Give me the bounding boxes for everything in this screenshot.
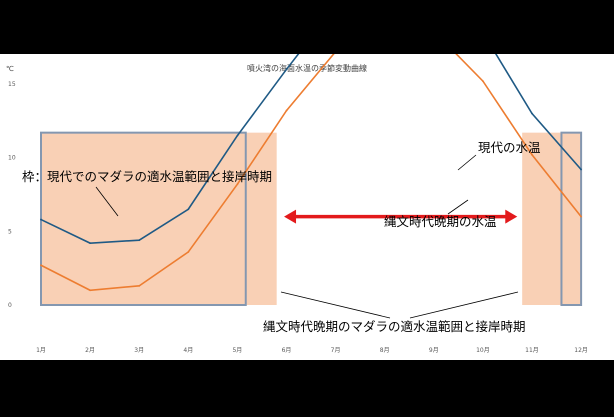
leader-modern-range: [95, 186, 119, 217]
double-arrow-right-head: [505, 209, 518, 224]
annotation-jomon-range: 縄文時代晩期のマダラの適水温範囲と接岸時期: [263, 319, 526, 334]
jomon-point: [40, 264, 42, 267]
jomon-point: [482, 80, 484, 83]
leader-jomon-range-right: [409, 291, 519, 319]
jomon-point: [138, 284, 141, 287]
x-tick-label: 8月: [380, 347, 390, 354]
y-tick-label: 10: [8, 155, 16, 162]
leader-jomon-range-left: [280, 291, 391, 319]
annotation-jomon-temp: 縄文時代晩期の水温: [384, 214, 497, 229]
modern-point: [89, 242, 91, 245]
x-tick-label: 6月: [282, 347, 292, 354]
double-arrow-left-head: [284, 209, 297, 224]
y-tick-label: 0: [8, 302, 12, 309]
jomon-point: [580, 215, 582, 218]
x-tick-label: 4月: [183, 347, 193, 354]
unit-label: ℃: [6, 65, 14, 73]
range-bands: [40, 131, 583, 306]
seawater-temperature-chart: 噴火湾の海面水温の季節変動曲線 ℃ -50510152025301月2月3月4月…: [6, 0, 588, 383]
jomon-point: [89, 289, 91, 292]
modern-point: [236, 134, 239, 137]
modern-point: [138, 239, 141, 242]
jomon-point: [285, 109, 288, 112]
y-tick-label: 15: [8, 81, 16, 88]
band-jomon-december: [522, 132, 582, 305]
x-tick-label: 11月: [525, 347, 539, 354]
x-tick-label: 12月: [574, 347, 588, 354]
chart-area: 噴火湾の海面水温の季節変動曲線 ℃ -50510152025301月2月3月4月…: [0, 0, 614, 383]
x-tick-label: 9月: [429, 347, 439, 354]
x-tick-label: 5月: [232, 347, 242, 354]
x-tick-label: 3月: [134, 347, 144, 354]
chart-title: 噴火湾の海面水温の季節変動曲線: [247, 63, 367, 73]
leader-modern-temp: [457, 154, 477, 171]
leader-jomon-temp: [447, 199, 469, 215]
modern-point: [580, 168, 582, 171]
band-modern-december: [560, 131, 583, 306]
jomon-point: [531, 153, 533, 156]
axis-ticks: -50510152025301月2月3月4月5月6月7月8月9月10月11月12…: [8, 7, 588, 382]
jomon-temperature-line: [40, 19, 582, 292]
annotations: 枠：現代でのマダラの適水温範囲と接岸時期 現代の水温縄文時代晩期の水温縄文時代晩期…: [22, 140, 541, 334]
x-tick-label: 2月: [85, 347, 95, 354]
modern-point: [531, 112, 533, 115]
x-tick-label: 10月: [476, 347, 490, 354]
y-tick-label: 5: [8, 228, 12, 235]
modern-point: [285, 68, 288, 71]
modern-point: [40, 218, 42, 221]
x-tick-label: 1月: [36, 347, 46, 354]
annotation-modern-range: 枠：現代でのマダラの適水温範囲と接岸時期: [22, 169, 272, 184]
modern-point: [187, 208, 190, 211]
jomon-point: [236, 183, 239, 186]
jomon-point: [187, 251, 190, 253]
x-tick-label: 7月: [331, 347, 341, 354]
band-jomon-winter: [41, 132, 277, 305]
annotation-modern-temp: 現代の水温: [478, 140, 541, 155]
